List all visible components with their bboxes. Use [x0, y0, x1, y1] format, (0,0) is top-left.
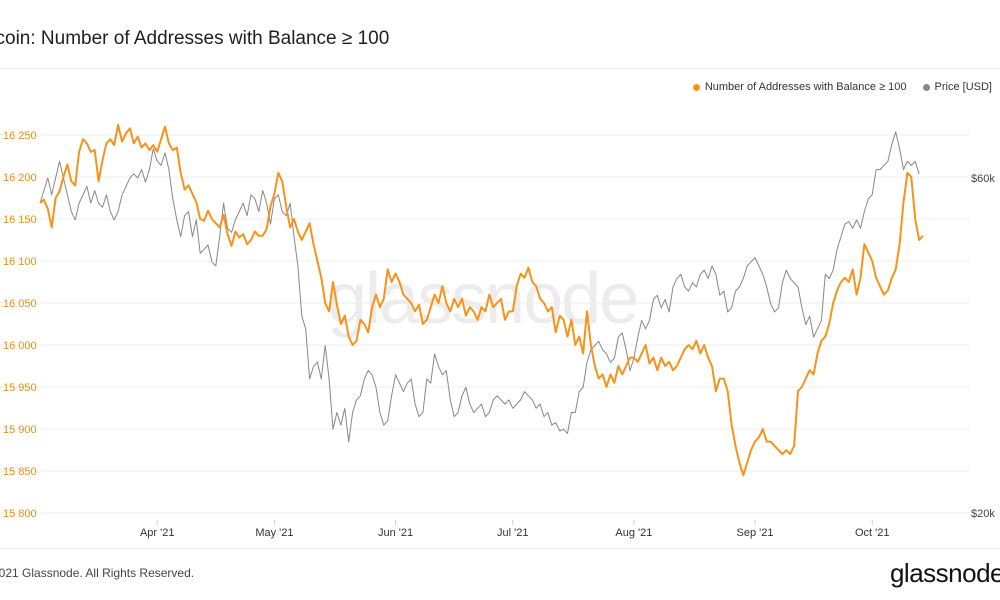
copyright-text: 2021 Glassnode. All Rights Reserved.: [0, 566, 195, 580]
legend-item-price[interactable]: Price [USD]: [922, 81, 992, 93]
x-tick-label: Aug '21: [615, 527, 652, 539]
y-left-tick-label: 16 050: [3, 298, 37, 310]
chart-title: itcoin: Number of Addresses with Balance…: [0, 28, 390, 49]
y-left-tick-label: 16 100: [3, 256, 37, 268]
legend-swatch-addresses: [692, 83, 700, 91]
x-tick-label: Apr '21: [140, 527, 175, 539]
y-left-tick-label: 16 250: [3, 130, 37, 142]
price-series-line[interactable]: [39, 131, 920, 443]
legend-item-addresses[interactable]: Number of Addresses with Balance ≥ 100: [692, 81, 907, 93]
chart-legend: Number of Addresses with Balance ≥ 100 P…: [677, 81, 992, 93]
x-tick-label: Jun '21: [378, 527, 413, 539]
y-right-tick-label: $60k: [971, 173, 995, 185]
y-left-tick-label: 16 000: [3, 340, 37, 352]
y-right-tick-label: $20k: [971, 508, 995, 520]
y-left-tick-label: 15 850: [3, 466, 37, 478]
x-tick-label: Oct '21: [855, 527, 890, 539]
legend-label-addresses: Number of Addresses with Balance ≥ 100: [704, 81, 907, 93]
y-left-tick-label: 15 800: [3, 508, 37, 520]
y-left-tick-label: 16 150: [3, 214, 37, 226]
addresses-series-line[interactable]: [39, 123, 924, 477]
x-tick-label: Jul '21: [497, 527, 528, 539]
series-lines: [39, 123, 924, 477]
grid-lines: [0, 134, 970, 514]
axis-labels: 16 250 16 200 16 150 16 100 16 050 16 000 15 9…: [3, 130, 995, 539]
legend-label-price: Price [USD]: [934, 81, 992, 93]
footer-divider: [0, 548, 1000, 549]
y-left-tick-label: 16 200: [3, 172, 37, 184]
glassnode-logo: glassnode: [889, 558, 1000, 588]
legend-swatch-price: [922, 83, 930, 91]
x-tick-label: Sep '21: [737, 527, 774, 539]
header-divider: [0, 68, 1000, 69]
y-left-tick-label: 15 900: [3, 424, 37, 436]
x-tick-label: May '21: [255, 527, 293, 539]
y-left-tick-label: 15 950: [3, 382, 37, 394]
